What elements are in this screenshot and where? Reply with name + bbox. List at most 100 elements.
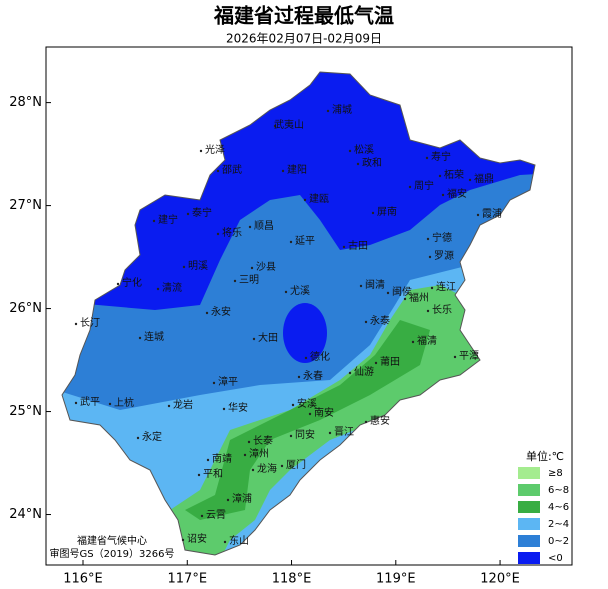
place-dot	[212, 381, 216, 385]
place-dot	[74, 401, 78, 405]
place-dot	[216, 169, 220, 173]
place-dot	[136, 436, 140, 440]
place-dot	[223, 540, 227, 544]
place-dot	[364, 420, 368, 424]
place-label: 古田	[348, 239, 368, 252]
place-dot	[356, 162, 360, 166]
place-dot	[342, 245, 346, 249]
place-dot	[206, 458, 210, 462]
place-dot	[152, 219, 156, 223]
place-dot	[304, 356, 308, 360]
place-dot	[250, 266, 254, 270]
place-dot	[243, 453, 247, 457]
place-label: 武平	[80, 395, 100, 408]
y-tick-label: 27°N	[9, 198, 42, 213]
place-label: 平和	[203, 468, 223, 480]
place-dot	[200, 514, 204, 518]
place-label: 宁化	[122, 276, 142, 289]
y-tick-label: 26°N	[9, 301, 42, 316]
place-dot	[181, 538, 185, 542]
place-dot	[476, 213, 480, 217]
place-dot	[281, 169, 285, 173]
legend-title: 单位:℃	[526, 449, 564, 463]
place-label: 柘荣	[444, 168, 464, 181]
place-label: 福安	[447, 187, 467, 200]
place-label: 泰宁	[192, 206, 212, 219]
place-label: 长汀	[80, 317, 100, 329]
place-label: 政和	[362, 156, 382, 169]
place-dot	[167, 404, 171, 408]
place-label: 龙岩	[173, 398, 193, 411]
place-label: 松溪	[354, 143, 374, 156]
place-dot	[430, 286, 434, 290]
place-label: 安溪	[297, 397, 317, 410]
place-label: 三明	[239, 274, 259, 286]
place-label: 长乐	[432, 304, 452, 316]
place-dot	[216, 232, 220, 236]
place-dot	[199, 149, 203, 153]
place-dot	[138, 336, 142, 340]
place-dot	[205, 311, 209, 315]
place-label: 厦门	[286, 458, 306, 471]
place-label: 平潭	[459, 350, 479, 362]
place-label: 长泰	[253, 434, 273, 447]
legend-swatch	[518, 518, 540, 530]
place-label: 漳州	[249, 447, 269, 460]
place-label: 闽侯	[392, 285, 412, 298]
place-dot	[348, 149, 352, 153]
legend-swatch	[518, 535, 540, 547]
place-dot	[284, 290, 288, 294]
place-label: 武夷山	[274, 118, 304, 131]
place-dot	[386, 291, 390, 295]
place-dot	[186, 212, 190, 216]
place-dot	[441, 193, 445, 197]
legend-swatch	[518, 552, 540, 564]
place-dot	[247, 440, 251, 444]
zone-below-0	[283, 303, 327, 363]
y-tick-label: 24°N	[9, 507, 42, 522]
legend-swatch	[518, 484, 540, 496]
place-dot	[291, 403, 295, 407]
place-label: 尤溪	[290, 284, 310, 297]
place-label: 永定	[142, 430, 162, 443]
legend-label: ≥8	[548, 468, 563, 479]
place-dot	[197, 473, 201, 477]
place-label: 周宁	[414, 179, 434, 192]
place-label: 顺昌	[254, 220, 274, 232]
place-dot	[248, 225, 252, 229]
place-label: 晋江	[334, 426, 354, 438]
legend-swatch	[518, 501, 540, 513]
place-label: 连城	[144, 330, 164, 343]
y-tick-label: 28°N	[9, 95, 42, 110]
place-dot	[408, 185, 412, 189]
place-label: 建宁	[158, 213, 178, 226]
place-label: 永春	[303, 369, 323, 382]
place-dot	[233, 279, 237, 283]
place-label: 同安	[295, 428, 315, 441]
legend-swatch	[518, 467, 540, 479]
place-label: 永泰	[370, 314, 390, 327]
place-label: 龙海	[257, 462, 277, 475]
place-label: 宁德	[432, 231, 452, 244]
place-dot	[156, 287, 160, 291]
place-dot	[289, 240, 293, 244]
y-tick-label: 25°N	[9, 404, 42, 419]
place-label: 将乐	[222, 227, 242, 239]
place-dot	[453, 355, 457, 359]
place-label: 罗源	[434, 249, 454, 262]
place-label: 沙县	[256, 261, 276, 273]
place-label: 惠安	[370, 414, 390, 427]
zone-4-6	[185, 320, 430, 520]
place-label: 南安	[314, 406, 334, 419]
legend-label: <0	[548, 553, 563, 564]
place-dot	[426, 309, 430, 313]
place-dot	[428, 255, 432, 259]
place-dot	[426, 237, 430, 241]
place-dot	[116, 282, 120, 286]
legend-label: 0~2	[548, 536, 569, 547]
place-label: 屏南	[377, 205, 397, 218]
place-dot	[182, 265, 186, 269]
place-dot	[438, 174, 442, 178]
x-tick-label: 119°E	[376, 572, 416, 587]
